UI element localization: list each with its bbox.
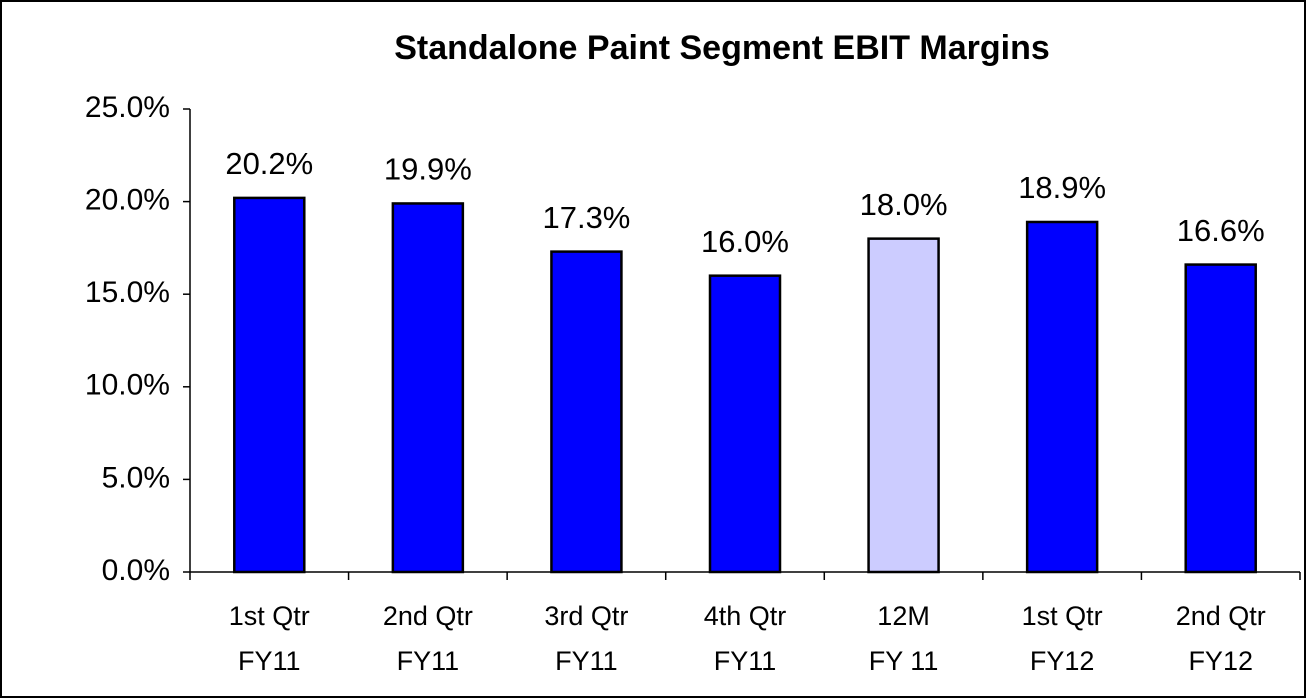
x-tick-label: 12M FY 11 <box>869 601 939 676</box>
value-label: 20.2% <box>225 146 313 181</box>
y-tick-label: 25.0% <box>85 91 170 124</box>
x-tick-label: 3rd Qtr FY11 <box>544 601 628 676</box>
y-tick-label: 5.0% <box>102 461 170 494</box>
x-tick-label-line: 2nd Qtr <box>1176 601 1266 631</box>
x-tick-label-line: FY 11 <box>869 646 939 676</box>
y-tick-label: 20.0% <box>85 184 170 217</box>
x-tick-label-line: FY11 <box>397 646 460 676</box>
x-tick-label-line: 3rd Qtr <box>544 601 628 631</box>
bar <box>867 237 940 574</box>
x-tick-label-line: FY11 <box>555 646 618 676</box>
value-label: 19.9% <box>384 152 472 187</box>
x-tick-label-line: 12M <box>877 601 930 631</box>
x-tick-label-line: FY12 <box>1030 646 1095 676</box>
value-label: 18.9% <box>1018 170 1106 205</box>
y-tick-label: 0.0% <box>102 554 170 587</box>
x-tick-label: 4th Qtr FY11 <box>704 601 787 676</box>
x-tick-label-line: FY11 <box>714 646 777 676</box>
x-tick-label: 2nd Qtr FY12 <box>1176 601 1266 676</box>
x-tick-label: 2nd Qtr FY11 <box>383 601 473 676</box>
bar <box>391 202 465 574</box>
value-label: 16.6% <box>1177 213 1265 248</box>
bar <box>550 250 623 574</box>
x-tick-label-line: FY12 <box>1188 646 1253 676</box>
x-tick-label-line: FY11 <box>238 646 301 676</box>
bar <box>708 274 782 574</box>
y-tick-label: 15.0% <box>85 276 170 309</box>
x-tick-label: 1st Qtr FY11 <box>229 601 310 676</box>
value-label: 18.0% <box>860 187 948 222</box>
bar <box>1025 220 1099 574</box>
bar <box>1184 263 1257 574</box>
x-tick-label-line: 4th Qtr <box>704 601 787 631</box>
x-tick-label-line: 1st Qtr <box>1022 601 1103 631</box>
bar <box>233 196 306 574</box>
x-tick-label-line: 2nd Qtr <box>383 601 473 631</box>
x-tick-label-line: 1st Qtr <box>229 601 310 631</box>
value-label: 17.3% <box>542 200 630 235</box>
chart-title: Standalone Paint Segment EBIT Margins <box>394 29 1050 67</box>
value-label: 16.0% <box>701 224 789 259</box>
x-tick-label: 1st Qtr FY12 <box>1022 601 1103 676</box>
y-tick-label: 10.0% <box>85 369 170 402</box>
